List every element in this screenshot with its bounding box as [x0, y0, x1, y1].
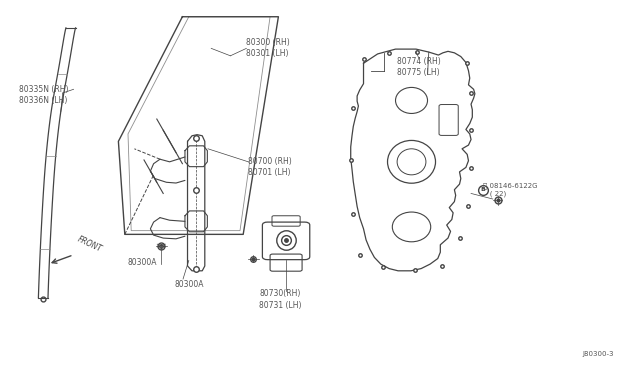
Text: 80335N (RH)
80336N (LH): 80335N (RH) 80336N (LH) — [19, 85, 68, 105]
Text: FRONT: FRONT — [76, 235, 103, 254]
Text: 80700 (RH)
80701 (LH): 80700 (RH) 80701 (LH) — [248, 157, 292, 177]
Text: 80730(RH)
80731 (LH): 80730(RH) 80731 (LH) — [259, 289, 301, 310]
Text: 80300A: 80300A — [174, 280, 204, 289]
Text: J80300-3: J80300-3 — [583, 351, 614, 357]
Text: 80300A: 80300A — [128, 258, 157, 267]
Text: B: B — [480, 187, 485, 192]
Text: 80774 (RH)
80775 (LH): 80774 (RH) 80775 (LH) — [397, 57, 440, 77]
Text: Ⓑ 08146-6122G
   ( 22): Ⓑ 08146-6122G ( 22) — [483, 182, 538, 197]
Text: 80300 (RH)
80301 (LH): 80300 (RH) 80301 (LH) — [246, 38, 290, 58]
